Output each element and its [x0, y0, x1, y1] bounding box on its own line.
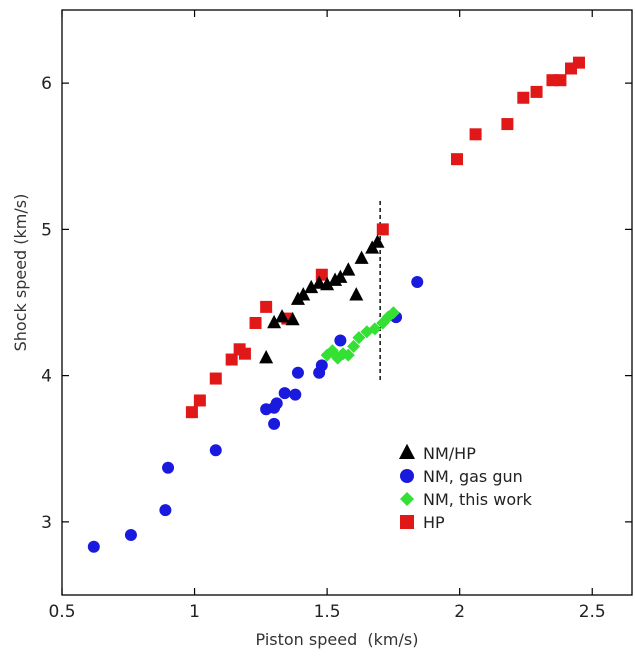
data-point-circle	[159, 504, 172, 517]
y-tick-label: 4	[41, 367, 52, 387]
data-point-circle	[315, 359, 328, 372]
legend-marker-diamond	[400, 492, 414, 506]
data-point-circle	[162, 461, 175, 474]
data-point-triangle	[349, 287, 364, 301]
x-tick-label: 2	[454, 602, 465, 622]
plot-area-frame	[61, 9, 633, 596]
data-point-square	[517, 91, 530, 104]
data-point-circle	[278, 387, 291, 400]
x-tick-label: 0.5	[48, 602, 75, 622]
y-tick-label: 6	[41, 74, 52, 94]
data-point-diamond	[341, 348, 355, 362]
legend-entry-label: HP	[423, 513, 445, 532]
data-point-square	[185, 406, 198, 419]
data-point-square	[209, 372, 222, 385]
data-point-triangle	[296, 287, 311, 301]
legend-entry-label: NM, gas gun	[423, 467, 523, 486]
data-point-square	[249, 316, 262, 329]
data-point-square	[501, 118, 514, 131]
data-point-triangle	[285, 312, 300, 326]
legend-entry-label: NM/HP	[423, 444, 476, 463]
data-point-triangle	[320, 276, 335, 291]
data-point-circle	[87, 540, 100, 553]
data-points	[87, 56, 585, 553]
x-tick-label: 2.5	[579, 602, 606, 622]
data-point-triangle	[275, 309, 290, 323]
x-tick-label: 1.5	[314, 602, 341, 622]
data-point-square	[376, 223, 389, 236]
data-point-circle	[209, 444, 222, 457]
y-axis-label: Shock speed (km/s)	[11, 194, 30, 352]
data-point-square	[238, 347, 251, 360]
data-point-circle	[291, 366, 304, 379]
y-tick-label: 5	[41, 220, 52, 240]
y-axis-ticks: 3 4 5 6	[41, 74, 632, 533]
data-point-circle	[411, 276, 424, 289]
data-point-triangle	[267, 314, 282, 329]
data-point-triangle	[304, 279, 319, 294]
data-point-square	[225, 353, 238, 366]
legend-marker-triangle	[399, 443, 415, 459]
data-point-circle	[289, 388, 302, 401]
x-axis-label: Piston speed (km/s)	[256, 630, 419, 649]
data-point-diamond	[368, 322, 382, 336]
data-point-square	[554, 74, 567, 87]
data-point-square	[260, 300, 273, 313]
data-point-triangle	[370, 234, 385, 248]
data-point-diamond	[352, 331, 366, 345]
data-point-square	[451, 153, 464, 166]
data-point-square	[469, 128, 482, 141]
legend: NM/HP NM, gas gun NM, this work HP	[399, 443, 533, 532]
data-point-triangle	[341, 262, 356, 276]
legend-entry-label: NM, this work	[423, 490, 533, 509]
data-point-circle	[124, 529, 137, 542]
data-point-square	[193, 394, 206, 407]
y-tick-label: 3	[41, 513, 52, 533]
legend-marker-square	[400, 515, 414, 529]
data-point-square	[530, 85, 543, 98]
data-point-triangle	[354, 250, 369, 264]
data-point-circle	[268, 417, 281, 430]
x-tick-label: 1	[189, 602, 200, 622]
data-point-diamond	[347, 339, 361, 353]
data-point-diamond	[386, 306, 400, 320]
data-point-triangle	[333, 269, 348, 283]
x-axis-ticks: 0.5 1 1.5 2 2.5	[48, 10, 606, 622]
legend-marker-circle	[400, 469, 414, 483]
data-point-circle	[270, 397, 283, 410]
data-point-square	[572, 56, 585, 69]
data-point-circle	[334, 334, 347, 347]
data-point-triangle	[259, 350, 274, 364]
